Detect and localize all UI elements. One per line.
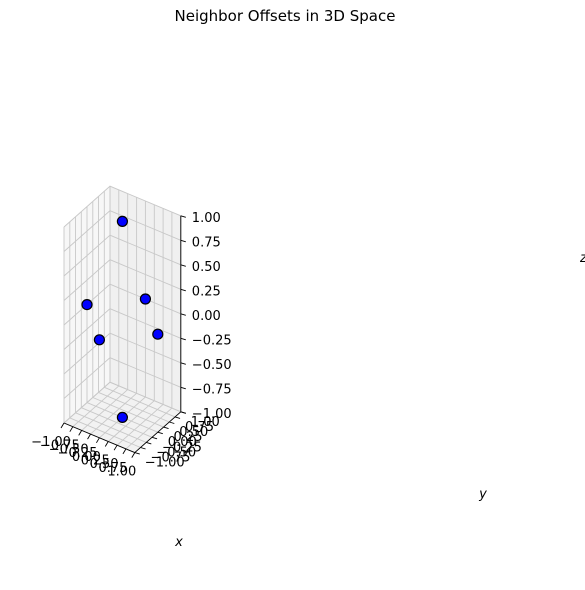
z-tick-label: −0.50 xyxy=(192,358,232,373)
x-tick xyxy=(131,452,136,458)
y-tick-label: −0.25 xyxy=(162,440,202,455)
z-tick-label: −0.75 xyxy=(192,382,232,397)
x-tick-label: −0.50 xyxy=(49,442,89,457)
z-tick xyxy=(180,313,186,316)
x-tick-label: 0.25 xyxy=(81,454,110,469)
y-tick-label: 0.25 xyxy=(174,430,203,445)
x-tick-label: −0.25 xyxy=(58,446,98,461)
y-tick xyxy=(146,441,152,445)
x-tick xyxy=(113,444,118,451)
y-tick xyxy=(180,411,186,414)
y-tick xyxy=(174,416,181,419)
tick-labels: −1.00−1.00−1.00−0.75−0.75−0.75−0.50 −0.50… xyxy=(31,211,232,480)
y-tick xyxy=(140,447,146,450)
y-tick xyxy=(157,431,163,435)
x-tick-label: 0.50 xyxy=(90,457,119,472)
z-tick-label: −0.25 xyxy=(192,333,232,348)
data-point xyxy=(139,293,151,305)
z-tick-label: 0.50 xyxy=(192,260,221,275)
y-gridline xyxy=(75,216,147,443)
z-tick xyxy=(180,337,186,341)
x-tick xyxy=(69,426,74,432)
y-gridline xyxy=(80,211,153,438)
z-tick xyxy=(180,239,186,243)
x-tick xyxy=(104,441,109,447)
y-tick xyxy=(151,436,158,440)
z-tick xyxy=(180,386,186,390)
data-point xyxy=(116,411,129,423)
y-gridline xyxy=(98,196,170,423)
y-tick-label: −1.00 xyxy=(145,456,185,471)
z-tick xyxy=(180,362,186,365)
x-tick-label: 0.75 xyxy=(98,461,127,476)
z-tick-label: 0.25 xyxy=(192,284,221,299)
chart-title: Neighbor Offsets in 3D Space xyxy=(174,7,396,25)
y-tick-label: 0.75 xyxy=(185,420,214,435)
x-tick-label: −1.00 xyxy=(31,435,71,450)
x-tick xyxy=(78,430,83,436)
x-tick xyxy=(122,448,127,455)
x-tick-label: −0.75 xyxy=(40,439,80,454)
axis-labels: x y z xyxy=(174,251,585,550)
x-tick xyxy=(87,433,91,440)
z-gridline xyxy=(63,185,181,228)
y-tick xyxy=(169,421,175,424)
y-axis-label: y xyxy=(478,487,487,502)
y-tick-label: −0.75 xyxy=(151,451,191,466)
y-gridline xyxy=(92,201,164,428)
y-tick xyxy=(163,426,169,430)
data-point xyxy=(116,215,129,227)
y-gridline xyxy=(69,221,141,448)
x-tick xyxy=(96,437,100,444)
y-tick xyxy=(134,452,140,455)
y-gridline xyxy=(86,206,158,433)
y-tick-label: 1.00 xyxy=(191,415,220,430)
z-axis-label: z xyxy=(579,251,585,266)
data-point xyxy=(93,334,106,346)
x-axis-label: x xyxy=(174,535,183,550)
z-tick xyxy=(180,215,186,218)
z-tick-label: −1.00 xyxy=(192,407,232,422)
y-tick-label: 0.00 xyxy=(168,435,197,450)
y-gridline xyxy=(103,191,176,418)
x-tick xyxy=(60,422,65,429)
data-point xyxy=(81,299,93,311)
y-gridline xyxy=(109,186,181,413)
tick-marks xyxy=(60,215,186,458)
y-tick-label: 0.50 xyxy=(179,425,208,440)
z-tick-label: 0.00 xyxy=(192,309,221,324)
z-tick xyxy=(180,288,186,292)
data-points xyxy=(81,215,164,423)
data-point xyxy=(152,328,164,340)
x-tick-label: 1.00 xyxy=(107,465,136,480)
z-tick-label: 1.00 xyxy=(192,211,221,226)
y-tick-label: −0.50 xyxy=(156,445,196,460)
z-tick xyxy=(180,264,186,267)
x-tick-label: 0.00 xyxy=(72,450,101,465)
z-tick-label: 0.75 xyxy=(192,235,221,250)
